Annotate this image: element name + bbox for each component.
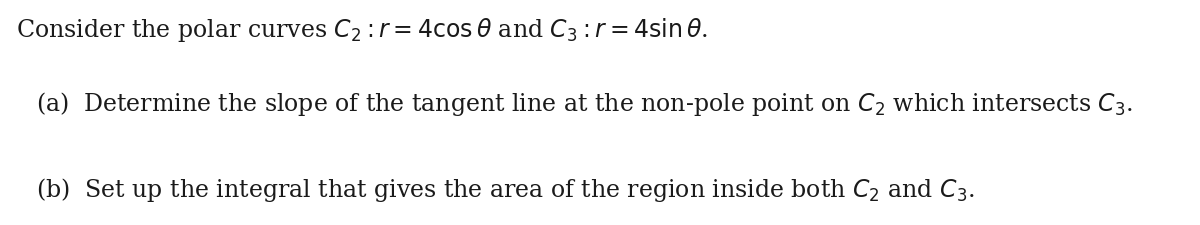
Text: (a)  Determine the slope of the tangent line at the non-pole point on $C_2$ whic: (a) Determine the slope of the tangent l… bbox=[36, 90, 1133, 118]
Text: (b)  Set up the integral that gives the area of the region inside both $C_2$ and: (b) Set up the integral that gives the a… bbox=[36, 176, 974, 203]
Text: Consider the polar curves $C_2 : r = 4\cos\theta$ and $C_3 : r = 4\sin\theta$.: Consider the polar curves $C_2 : r = 4\c… bbox=[16, 16, 708, 44]
